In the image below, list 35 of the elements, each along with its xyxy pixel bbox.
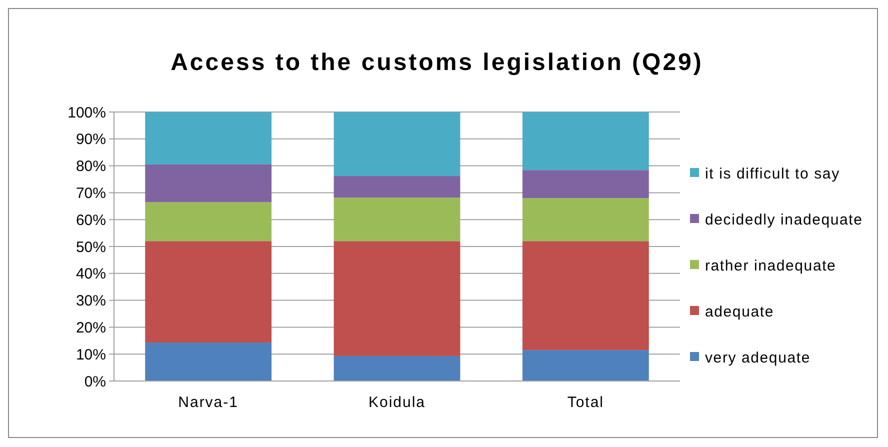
y-tick-label: 90% [76,131,106,148]
bar [522,198,649,242]
y-tick-label: 50% [76,238,106,256]
legend-label: rather inadequate [705,257,836,274]
bar [145,241,272,343]
y-tick-label: 60% [76,212,106,229]
bar [145,164,272,202]
bar [334,198,460,242]
x-tick-label: Narva-1 [178,394,239,411]
y-tick-label: 80% [76,158,106,176]
bar [334,176,460,198]
chart-title: Access to the customs legislation (Q29) [170,49,704,76]
y-tick-label: 10% [76,346,106,364]
legend-label: very adequate [705,349,810,366]
x-tick-label: Koidula [368,394,426,411]
bar [334,241,460,356]
legend-label: decidedly inadequate [705,211,863,228]
y-tick-label: 20% [76,319,106,336]
bar [145,112,272,164]
y-tick-label: 40% [76,266,106,283]
y-tick-label: 30% [76,292,106,310]
y-tick-label: 100% [68,104,106,122]
bar [145,342,272,381]
bar [334,112,460,176]
bar [522,112,649,170]
bar [522,170,649,198]
y-tick-label: 0% [84,373,106,390]
bar [522,241,649,350]
x-tick-label: Total [567,394,604,411]
bar [334,356,460,381]
y-tick-label: 70% [76,184,106,202]
legend-label: it is difficult to say [705,165,840,182]
legend-label: adequate [705,303,774,320]
bar [145,202,272,242]
bar [522,350,649,381]
